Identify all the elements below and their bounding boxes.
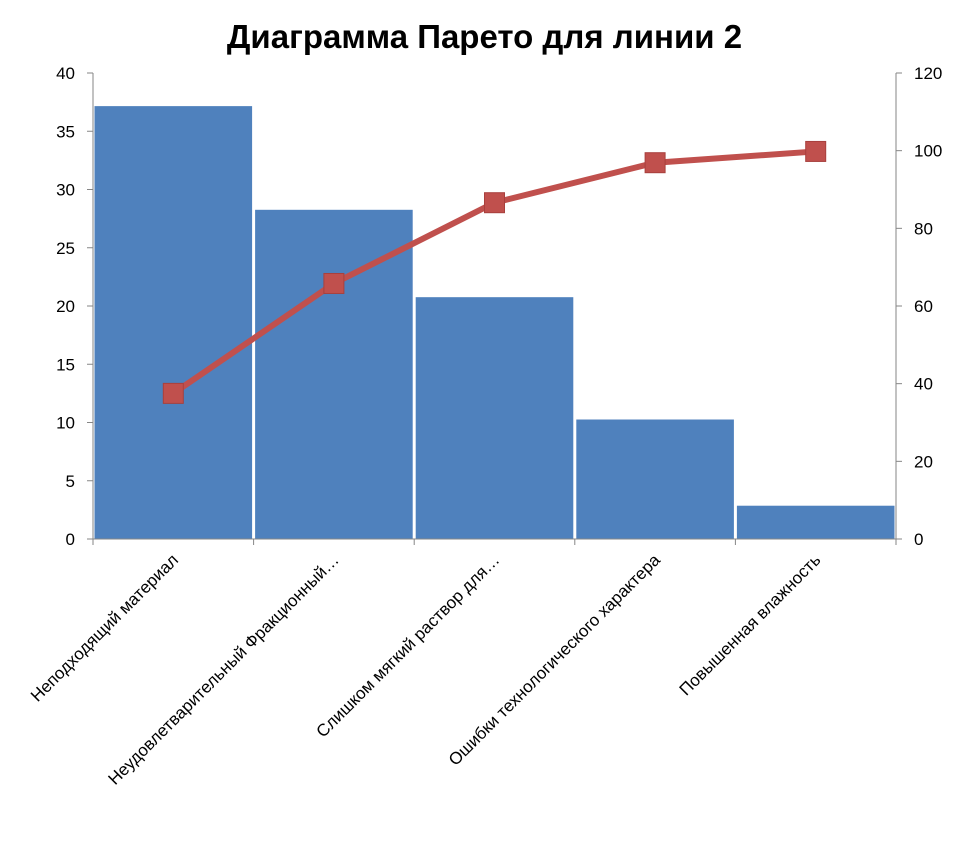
chart-title: Диаграмма Парето для линии 2 — [226, 18, 743, 55]
category-label: Слишком мягкий раствор для… — [313, 550, 504, 741]
bar-1 — [93, 105, 254, 540]
category-label: Повышенная влажность — [676, 550, 825, 699]
right-tick-label: 0 — [914, 530, 923, 549]
right-tick-label: 120 — [914, 64, 942, 83]
left-tick-label: 35 — [56, 122, 75, 141]
left-tick-label: 25 — [56, 239, 75, 258]
bar-5 — [735, 504, 896, 540]
left-tick-label: 10 — [56, 414, 75, 433]
cumulative-point-3 — [484, 192, 505, 214]
left-tick-label: 5 — [66, 472, 75, 491]
left-tick-label: 40 — [56, 64, 75, 83]
right-tick-label: 80 — [914, 219, 933, 238]
cumulative-point-5 — [805, 140, 827, 162]
left-tick-label: 0 — [66, 530, 75, 549]
cumulative-point-2 — [323, 272, 345, 294]
right-tick-label: 40 — [914, 375, 933, 394]
left-tick-label: 30 — [56, 181, 75, 200]
bar-3 — [414, 296, 575, 540]
bar-2 — [254, 208, 414, 540]
right-tick-label: 60 — [914, 297, 933, 316]
left-tick-label: 15 — [56, 355, 75, 374]
bar-4 — [575, 418, 735, 540]
cumulative-point-4 — [644, 152, 666, 174]
left-tick-label: 20 — [56, 297, 75, 316]
right-tick-label: 100 — [914, 142, 942, 161]
right-tick-label: 20 — [914, 452, 933, 471]
category-label: Неподходящий материал — [27, 550, 182, 705]
cumulative-point-1 — [162, 382, 184, 404]
